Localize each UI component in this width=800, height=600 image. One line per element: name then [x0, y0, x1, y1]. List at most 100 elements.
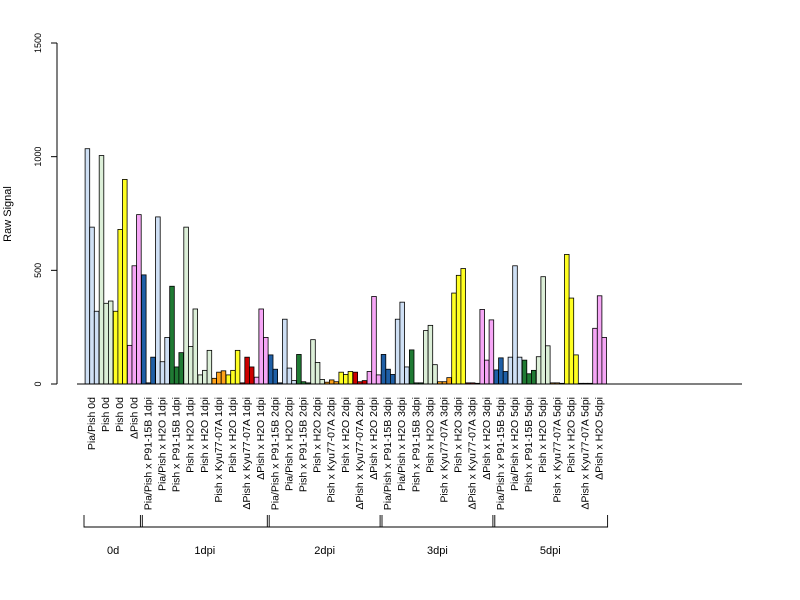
bar [173, 366, 180, 385]
bar [117, 229, 123, 385]
bar [127, 344, 133, 385]
x-tick-label: Pish x H2O 1dpi [185, 397, 197, 473]
bar [319, 379, 325, 385]
x-tick-label: Pish x H2O 3dpi [424, 397, 436, 473]
x-tick-label: ΔPish x H2O 2dpi [368, 397, 380, 480]
bar [596, 295, 603, 385]
x-tick-label: Pia/Pish x P91-15B 3dpi [382, 397, 394, 510]
bar [230, 369, 236, 385]
bar [112, 310, 119, 385]
bar [521, 359, 528, 385]
x-tick-labels: Pia/Pish 0d Pish 0d Pish 0d ΔPish 0d Pia/Pis… [86, 397, 606, 510]
bar [192, 308, 198, 385]
bar [131, 265, 137, 385]
x-tick-label: ΔPish x Kyu77-07A 1dpi [241, 397, 253, 510]
x-tick-label: Pish x P91-15B 2dpi [298, 397, 310, 492]
y-tick-label: 1500 [33, 33, 43, 53]
bar [155, 216, 161, 385]
y-axis-label: Raw Signal [2, 186, 14, 242]
bar [258, 308, 264, 385]
bar [573, 354, 579, 385]
bar [206, 349, 213, 385]
bar [361, 380, 368, 385]
bar [564, 254, 570, 385]
bar [535, 356, 542, 385]
x-tick-label: Pish x Kyu77-07A 1dpi [213, 397, 225, 503]
x-tick-label: Pish x H2O 5dpi [537, 397, 549, 473]
bar [98, 155, 105, 385]
x-tick-label: Pish x H2O 5dpi [565, 397, 577, 473]
bar [371, 296, 377, 385]
bar [531, 369, 537, 385]
group-label: 5dpi [540, 545, 561, 557]
bar [310, 339, 316, 385]
group-brackets: 0d 1dpi 2dpi 3dpi 5dpi [83, 515, 609, 557]
bar [526, 373, 532, 385]
bar [460, 268, 466, 385]
bar [178, 352, 184, 385]
bar [291, 380, 297, 385]
bar [141, 274, 147, 385]
bars [84, 148, 607, 385]
x-tick-label: Pia/Pish 0d [86, 397, 98, 450]
bar [389, 374, 396, 385]
bar [328, 379, 335, 385]
bar [187, 346, 194, 385]
x-tick-label: ΔPish x Kyu77-07A 3dpi [467, 397, 479, 510]
bar [380, 354, 387, 385]
x-tick-label: Pish x H2O 2dpi [312, 397, 324, 473]
y-tick-label: 500 [33, 263, 43, 278]
bar [488, 319, 495, 385]
bar [267, 354, 274, 385]
bar [484, 359, 490, 385]
y-tick-label: 1000 [33, 147, 43, 167]
bar [220, 370, 227, 385]
bar [507, 356, 514, 385]
bar [202, 369, 208, 385]
x-tick-label: ΔPish x Kyu77-07A 5dpi [580, 397, 592, 510]
bar [150, 356, 156, 385]
bar [455, 274, 462, 385]
x-tick-label: Pia/Pish x H2O 5dpi [509, 397, 521, 491]
bar [234, 349, 241, 385]
group-bracket [492, 515, 609, 528]
bar [169, 285, 175, 385]
bar [89, 226, 95, 385]
bar [498, 357, 504, 385]
bar [296, 354, 302, 385]
x-tick-label: Pia/Pish x P91-15B 5dpi [495, 397, 507, 510]
x-tick-label: Pish 0d [114, 397, 126, 432]
bar [479, 309, 485, 385]
bar [84, 148, 91, 385]
y-tick-label: 0 [33, 381, 43, 386]
x-tick-label: Pia/Pish x P91-15B 2dpi [269, 397, 281, 510]
bar [545, 345, 551, 385]
bar [502, 371, 509, 385]
x-tick-label: Pish x P91-15B 3dpi [410, 397, 422, 492]
x-tick-label: Pish x H2O 2dpi [340, 397, 352, 473]
x-tick-label: Pia/Pish x H2O 1dpi [157, 397, 169, 491]
bar [93, 310, 100, 385]
bar [399, 301, 405, 385]
x-tick-label: Pish x H2O 1dpi [227, 397, 239, 473]
bar [272, 368, 278, 385]
bar [244, 356, 250, 385]
bar [248, 366, 255, 385]
bar [516, 356, 523, 385]
bar [375, 374, 382, 385]
group-bracket [139, 515, 270, 528]
bar [385, 368, 391, 385]
x-tick-label: ΔPish x Kyu77-07A 2dpi [354, 397, 366, 510]
x-tick-label: Pish x Kyu77-07A 2dpi [326, 397, 338, 503]
bar [338, 371, 344, 385]
bar [314, 362, 321, 385]
x-tick-label: Pish x Kyu77-07A 3dpi [439, 397, 451, 503]
bar [404, 366, 410, 385]
bar [183, 226, 189, 385]
group-label: 3dpi [427, 545, 448, 557]
x-tick-label: ΔPish x H2O 1dpi [255, 397, 267, 480]
bar [451, 292, 457, 385]
bar [568, 297, 575, 385]
bar [164, 336, 170, 385]
